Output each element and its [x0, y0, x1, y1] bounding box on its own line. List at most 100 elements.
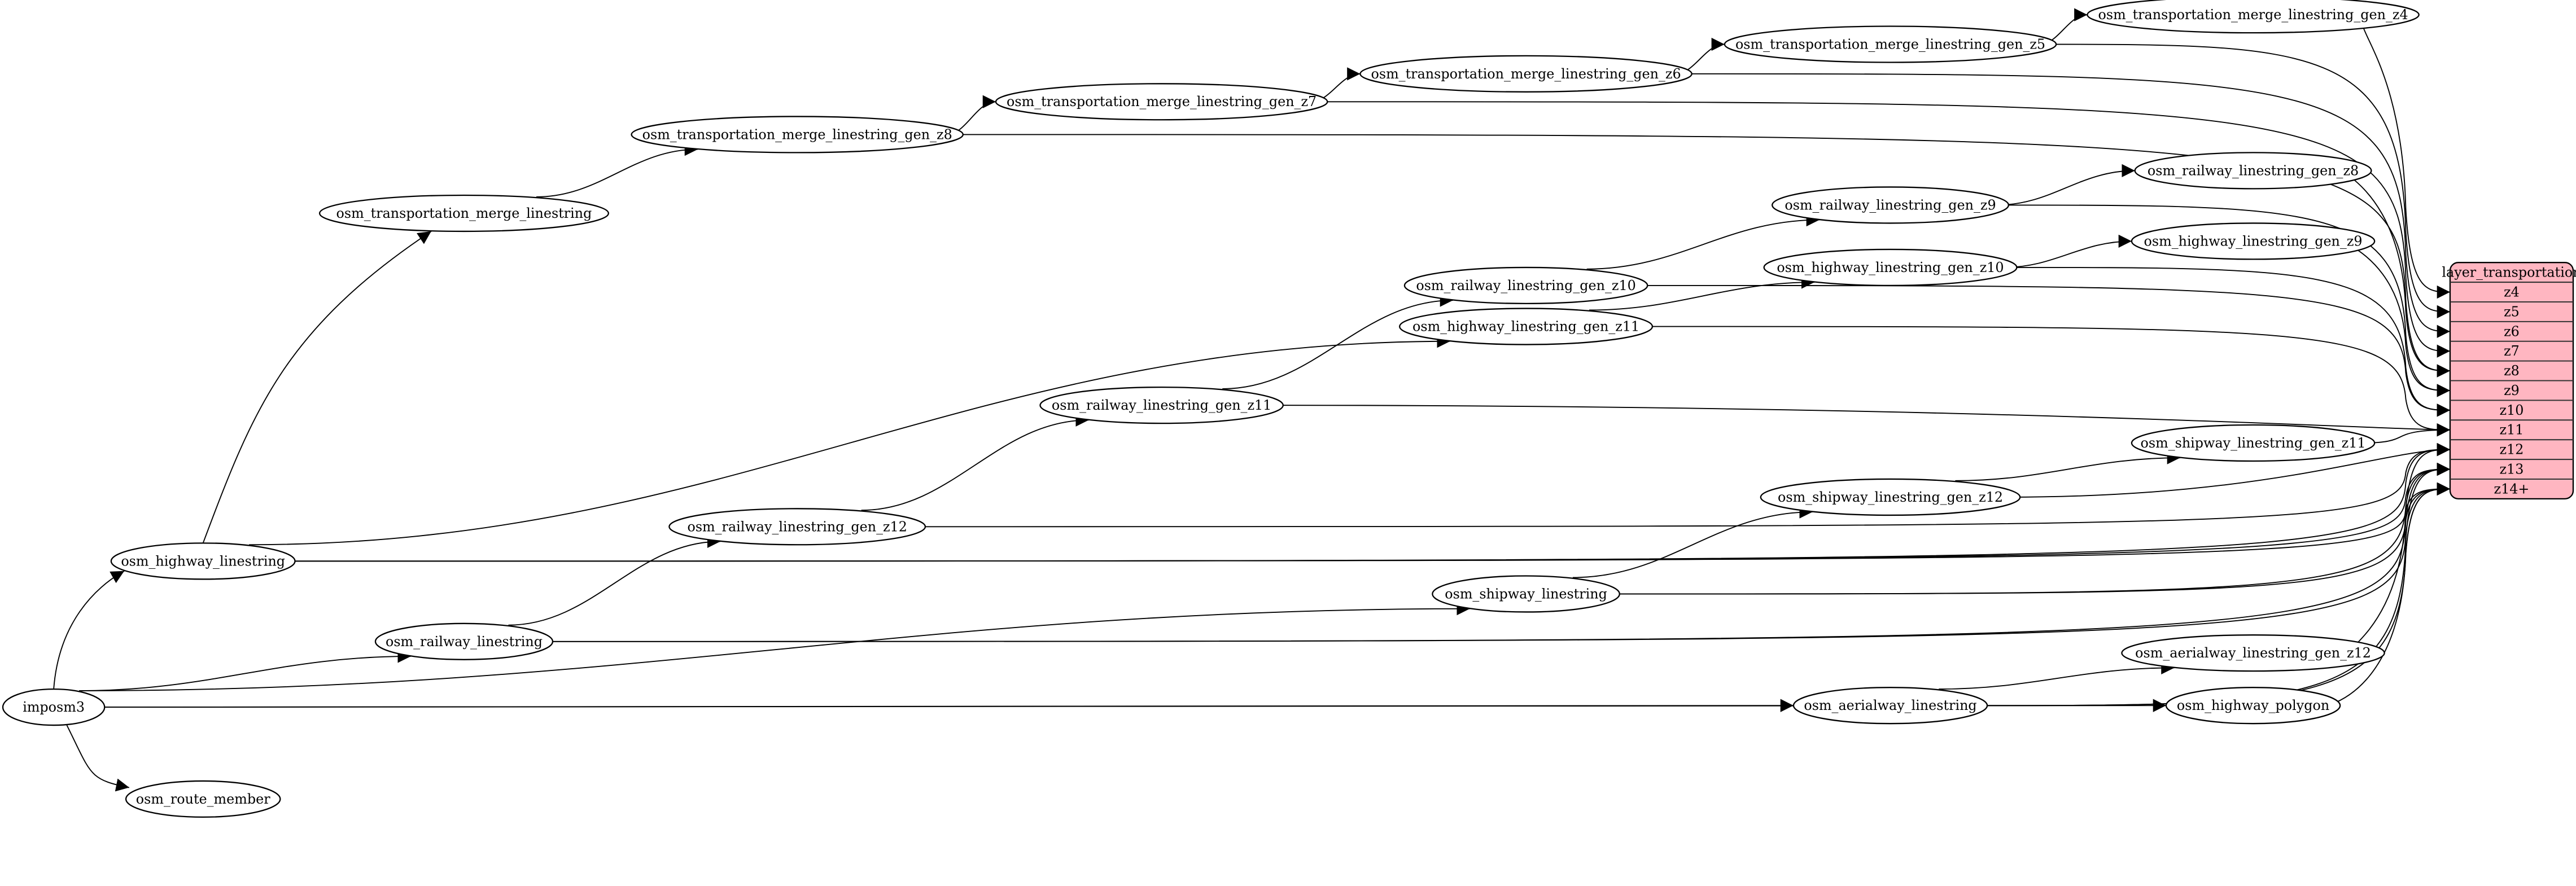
edge-hl-z9-to-layer-z9 [2346, 240, 2450, 397]
edge-tm-z6-to-layer-z6 [1675, 73, 2450, 338]
node-tm-z5[interactable]: osm_transportation_merge_linestring_gen_… [1724, 25, 2057, 63]
node-ellipse [374, 622, 554, 660]
node-tm-z6[interactable]: osm_transportation_merge_linestring_gen_… [1359, 55, 1692, 93]
node-rl-z12[interactable]: osm_railway_linestring_gen_z12 [668, 508, 926, 546]
node-ellipse [2134, 152, 2372, 190]
node-label: osm_aerialway_linestring [1804, 698, 1976, 713]
node-sl-z11[interactable]: osm_shipway_linestring_gen_z11 [2131, 424, 2376, 462]
edge-sl-z12-to-sl-z11 [1955, 451, 2180, 481]
node-ellipse [1763, 248, 2018, 287]
node-hl-z9[interactable]: osm_highway_linestring_gen_z9 [2131, 222, 2376, 260]
edge-rl-z9-to-rl-z8 [1996, 164, 2135, 206]
edge-osm-highway-polygon-to-layer-z14- [2328, 482, 2450, 707]
node-label: osm_highway_polygon [2177, 698, 2329, 713]
node-tm-z8[interactable]: osm_transportation_merge_linestring_gen_… [631, 116, 964, 153]
node-ellipse [1724, 25, 2057, 63]
node-osm-railway-linestring[interactable]: osm_railway_linestring [374, 622, 554, 660]
layer-row-z10[interactable]: z10 [2500, 402, 2524, 418]
node-osm-highway-polygon[interactable]: osm_highway_polygon [2165, 687, 2341, 725]
layer-row-z14-[interactable]: z14+ [2494, 481, 2530, 497]
layer-row-z8[interactable]: z8 [2504, 363, 2520, 379]
node-ellipse [110, 542, 296, 580]
node-imposm3[interactable]: imposm3 [2, 688, 106, 726]
node-ellipse [125, 780, 281, 818]
node-hl-z10[interactable]: osm_highway_linestring_gen_z10 [1763, 248, 2018, 287]
node-hl-z11[interactable]: osm_highway_linestring_gen_z11 [1399, 308, 1654, 345]
node-sl-z12[interactable]: osm_shipway_linestring_gen_z12 [1760, 478, 2021, 516]
node-label: osm_highway_linestring_gen_z9 [2144, 233, 2363, 249]
node-ellipse [631, 116, 964, 153]
edge-osm-aerialway-linestring-to-al-z12 [1939, 661, 2175, 690]
node-rl-z11[interactable]: osm_railway_linestring_gen_z11 [1039, 386, 1284, 424]
node-label: osm_railway_linestring_gen_z11 [1052, 397, 1271, 413]
node-label: osm_aerialway_linestring_gen_z12 [2135, 645, 2371, 661]
node-ellipse [2087, 0, 2420, 34]
layer-row-z5[interactable]: z5 [2504, 304, 2520, 319]
layer-row-z9[interactable]: z9 [2504, 383, 2520, 398]
layer-row-z11[interactable]: z11 [2500, 422, 2524, 438]
edge-rl-z12-to-layer-z12 [912, 443, 2450, 528]
edge-imposm3-to-osm-route-member [66, 725, 130, 792]
edge-hl-z11-to-layer-z11 [1639, 326, 2450, 437]
node-label: osm_transportation_merge_linestring_gen_… [1735, 36, 2045, 52]
node-label: osm_railway_linestring_gen_z8 [2148, 163, 2359, 178]
node-label: osm_route_member [136, 791, 270, 807]
node-rl-z8[interactable]: osm_railway_linestring_gen_z8 [2134, 152, 2372, 190]
node-ellipse [668, 508, 926, 546]
node-ellipse [1399, 308, 1654, 345]
node-rl-z10[interactable]: osm_railway_linestring_gen_z10 [1403, 266, 1648, 305]
node-label: osm_railway_linestring_gen_z10 [1416, 278, 1635, 293]
node-ellipse [2131, 424, 2376, 462]
node-osm-aerialway-linestring[interactable]: osm_aerialway_linestring [1792, 687, 1988, 725]
layer-row-z13[interactable]: z13 [2500, 462, 2524, 477]
node-ellipse [1772, 186, 2010, 224]
node-ellipse [2121, 634, 2385, 672]
layer-row-z7[interactable]: z7 [2504, 343, 2520, 359]
edge-imposm3-to-osm-railway-linestring [79, 650, 411, 691]
node-al-z12[interactable]: osm_aerialway_linestring_gen_z12 [2121, 634, 2385, 672]
node-label: imposm3 [23, 699, 85, 715]
edge-hl-z10-to-layer-z10 [2004, 266, 2450, 417]
layer-row-z4[interactable]: z4 [2504, 284, 2520, 300]
edge-rl-z10-to-rl-z9 [1586, 213, 1820, 270]
edge-hl-z10-to-hl-z9 [2004, 234, 2132, 268]
edge-osm-railway-linestring-to-layer-z13 [544, 462, 2450, 642]
edge-tm-z5-to-layer-z5 [2039, 43, 2450, 319]
edge-osm-shipway-linestring-to-layer-z14- [1610, 482, 2450, 595]
node-osm-route-member[interactable]: osm_route_member [125, 780, 281, 818]
edge-osm-shipway-linestring-to-layer-z13 [1610, 462, 2450, 595]
node-ellipse [1403, 266, 1648, 305]
node-label: osm_highway_linestring [121, 553, 285, 569]
node-ellipse [318, 194, 609, 233]
node-ellipse [1792, 687, 1988, 725]
node-label: osm_highway_linestring_gen_z11 [1412, 319, 1639, 335]
edge-tm-z7-to-layer-z7 [1310, 101, 2450, 358]
node-label: osm_shipway_linestring_gen_z11 [2141, 435, 2366, 451]
node-ellipse [2, 688, 106, 726]
node-ellipse [995, 83, 1328, 121]
edge-imposm3-to-osm-shipway-linestring [79, 602, 1470, 691]
layer-row-z12[interactable]: z12 [2500, 442, 2524, 458]
node-osm-highway-linestring[interactable]: osm_highway_linestring [110, 542, 296, 580]
node-ellipse [2165, 687, 2341, 725]
layer-row-z6[interactable]: z6 [2504, 323, 2520, 339]
node-rl-z9[interactable]: osm_railway_linestring_gen_z9 [1772, 186, 2010, 224]
node-osm-transportation-merge-linestring[interactable]: osm_transportation_merge_linestring [318, 194, 609, 233]
node-label: osm_transportation_merge_linestring_gen_… [1371, 66, 1681, 82]
layer-transportation-record[interactable]: layer_transportation z4 z5 z6 z7 z8 z9 z10 z11 z1… [2442, 262, 2576, 500]
node-label: osm_railway_linestring_gen_z12 [687, 519, 907, 534]
node-label: osm_transportation_merge_linestring [336, 205, 592, 221]
node-ellipse [1760, 478, 2021, 516]
node-tm-z7[interactable]: osm_transportation_merge_linestring_gen_… [995, 83, 1328, 121]
node-ellipse [1039, 386, 1284, 424]
edges [53, 8, 2450, 792]
node-ellipse [1359, 55, 1692, 93]
node-tm-z4[interactable]: osm_transportation_merge_linestring_gen_… [2087, 0, 2420, 34]
node-label: osm_railway_linestring_gen_z9 [1785, 197, 1996, 213]
edge-imposm3-to-osm-highway-linestring [53, 570, 125, 690]
edge-osm-shipway-linestring-to-sl-z12 [1572, 505, 1813, 578]
node-osm-shipway-linestring[interactable]: osm_shipway_linestring [1432, 575, 1620, 613]
node-label: osm_transportation_merge_linestring_gen_… [2098, 7, 2408, 23]
edge-osm-highway-linestring-to-layer-z13 [286, 462, 2450, 562]
